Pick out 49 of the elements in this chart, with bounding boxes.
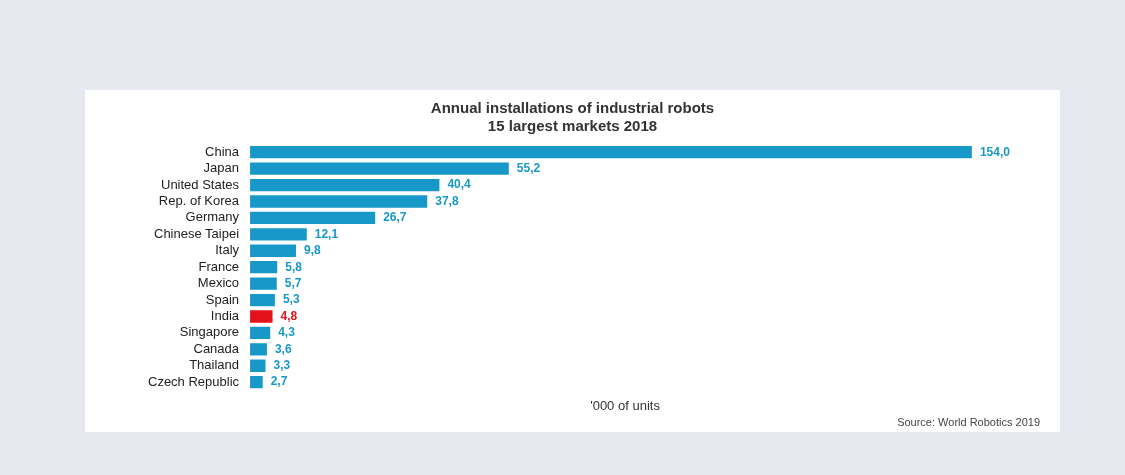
data-label: 154,0 xyxy=(979,144,1011,159)
bar xyxy=(250,376,263,389)
data-label: 2,7 xyxy=(270,374,288,389)
bar xyxy=(250,146,972,159)
y-tick-label: China xyxy=(205,143,240,159)
data-label: 12,1 xyxy=(314,226,339,241)
y-tick-label: United States xyxy=(161,176,240,192)
bar xyxy=(250,211,376,225)
y-tick-label: Singapore xyxy=(179,324,240,340)
data-label: 4,8 xyxy=(280,308,298,323)
data-label: 40,4 xyxy=(447,177,472,192)
bar xyxy=(250,178,440,192)
bar xyxy=(250,162,509,175)
chart-title: Annual installations of industrial robots xyxy=(430,99,715,117)
bar xyxy=(250,261,278,274)
y-tick-label: Czech Republic xyxy=(148,373,240,389)
source-note: Source: World Robotics 2019 xyxy=(897,415,1040,428)
data-label: 3,3 xyxy=(273,358,291,373)
y-tick-label: Italy xyxy=(215,242,240,258)
bar xyxy=(250,310,273,323)
bar xyxy=(250,293,275,307)
data-label: 4,3 xyxy=(278,325,296,340)
bar xyxy=(250,277,277,290)
data-label: 26,7 xyxy=(383,210,407,225)
y-tick-label: Rep. of Korea xyxy=(158,193,240,209)
y-tick-label: Japan xyxy=(203,160,240,176)
data-label: 5,3 xyxy=(282,292,300,307)
data-label: 3,6 xyxy=(274,341,292,356)
bar xyxy=(250,244,296,257)
bar xyxy=(250,326,271,340)
bar xyxy=(250,195,428,208)
data-label: 37,8 xyxy=(435,193,459,208)
y-tick-label: India xyxy=(210,308,240,324)
bar xyxy=(250,228,307,241)
bar xyxy=(250,343,267,356)
data-label: 5,7 xyxy=(284,275,302,290)
y-tick-label: Germany xyxy=(185,209,240,225)
data-label: 9,8 xyxy=(303,243,321,258)
data-label: 55,2 xyxy=(516,160,541,175)
y-tick-label: Thailand xyxy=(189,357,240,373)
bar xyxy=(250,359,266,372)
y-tick-label: Canada xyxy=(193,340,240,356)
y-tick-label: France xyxy=(198,258,240,274)
y-tick-label: Mexico xyxy=(197,275,240,291)
data-label: 5,8 xyxy=(285,259,303,274)
chart-subtitle: 15 largest markets 2018 xyxy=(487,117,658,135)
x-axis-title: '000 of units xyxy=(590,397,661,413)
y-tick-label: Spain xyxy=(205,291,240,307)
y-tick-label: Chinese Taipei xyxy=(154,225,240,241)
